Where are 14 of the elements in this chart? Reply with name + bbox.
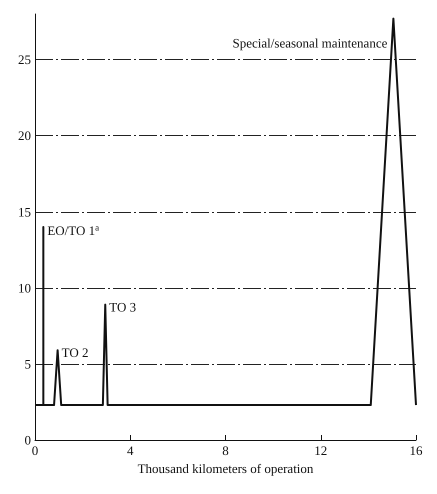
y-tick-label: 10 xyxy=(18,280,31,296)
x-tick-label: 16 xyxy=(410,443,423,458)
y-tick-label: 15 xyxy=(18,204,31,220)
y-tick-label: 25 xyxy=(18,52,31,68)
annotation: TO 3 xyxy=(109,300,136,315)
x-axis-title: Thousand kilometers of operation xyxy=(138,461,314,476)
y-tick-label: 20 xyxy=(18,128,31,144)
y-tick-label: 5 xyxy=(24,356,31,372)
annotation: Special/seasonal maintenance xyxy=(232,36,388,51)
y-tick-label: 0 xyxy=(24,432,31,448)
annotation: TO 2 xyxy=(62,345,88,360)
x-tick-label: 4 xyxy=(127,443,134,458)
x-tick-label: 12 xyxy=(314,443,328,458)
x-tick-label: 8 xyxy=(222,443,229,458)
